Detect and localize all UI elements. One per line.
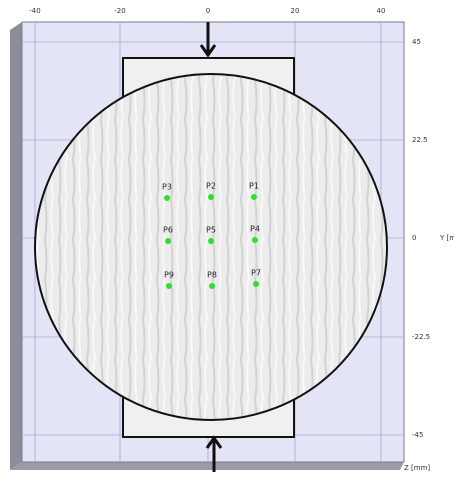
probe-point	[209, 283, 215, 289]
top-tick-label: 40	[377, 7, 386, 15]
probe-point	[251, 194, 257, 200]
point-label: P6	[163, 226, 173, 235]
point-label: P5	[206, 226, 216, 235]
probe-point	[208, 238, 214, 244]
probe-point	[252, 237, 258, 243]
point-label: P7	[251, 269, 261, 278]
right-tick-label: 22.5	[412, 136, 428, 144]
box-side	[10, 22, 22, 470]
point-label: P3	[162, 183, 172, 192]
top-tick-label: 20	[291, 7, 300, 15]
point-label: P8	[207, 271, 217, 280]
viewport: -40 -20 0 20 40 45 22.5 0 -22.5 -45 Y [m Z [mm] P1 P2…	[0, 0, 454, 476]
point-label: P4	[250, 225, 260, 234]
probe-point	[164, 195, 170, 201]
top-tick-label: 0	[206, 7, 210, 15]
probe-point	[165, 238, 171, 244]
box-bottom	[10, 462, 404, 470]
axis-label: Y [m	[439, 234, 454, 242]
right-tick-label: -45	[412, 431, 423, 439]
axis-label: Z [mm]	[404, 464, 430, 472]
point-label: P1	[249, 182, 259, 191]
top-tick-label: -40	[29, 7, 40, 15]
disc	[35, 74, 387, 420]
right-tick-label: -22.5	[412, 333, 430, 341]
point-label: P9	[164, 271, 174, 280]
point-label: P2	[206, 182, 216, 191]
probe-point	[208, 194, 214, 200]
probe-point	[166, 283, 172, 289]
top-tick-label: -20	[114, 7, 125, 15]
right-tick-label: 0	[412, 234, 416, 242]
probe-point	[253, 281, 259, 287]
right-tick-label: 45	[412, 38, 421, 46]
